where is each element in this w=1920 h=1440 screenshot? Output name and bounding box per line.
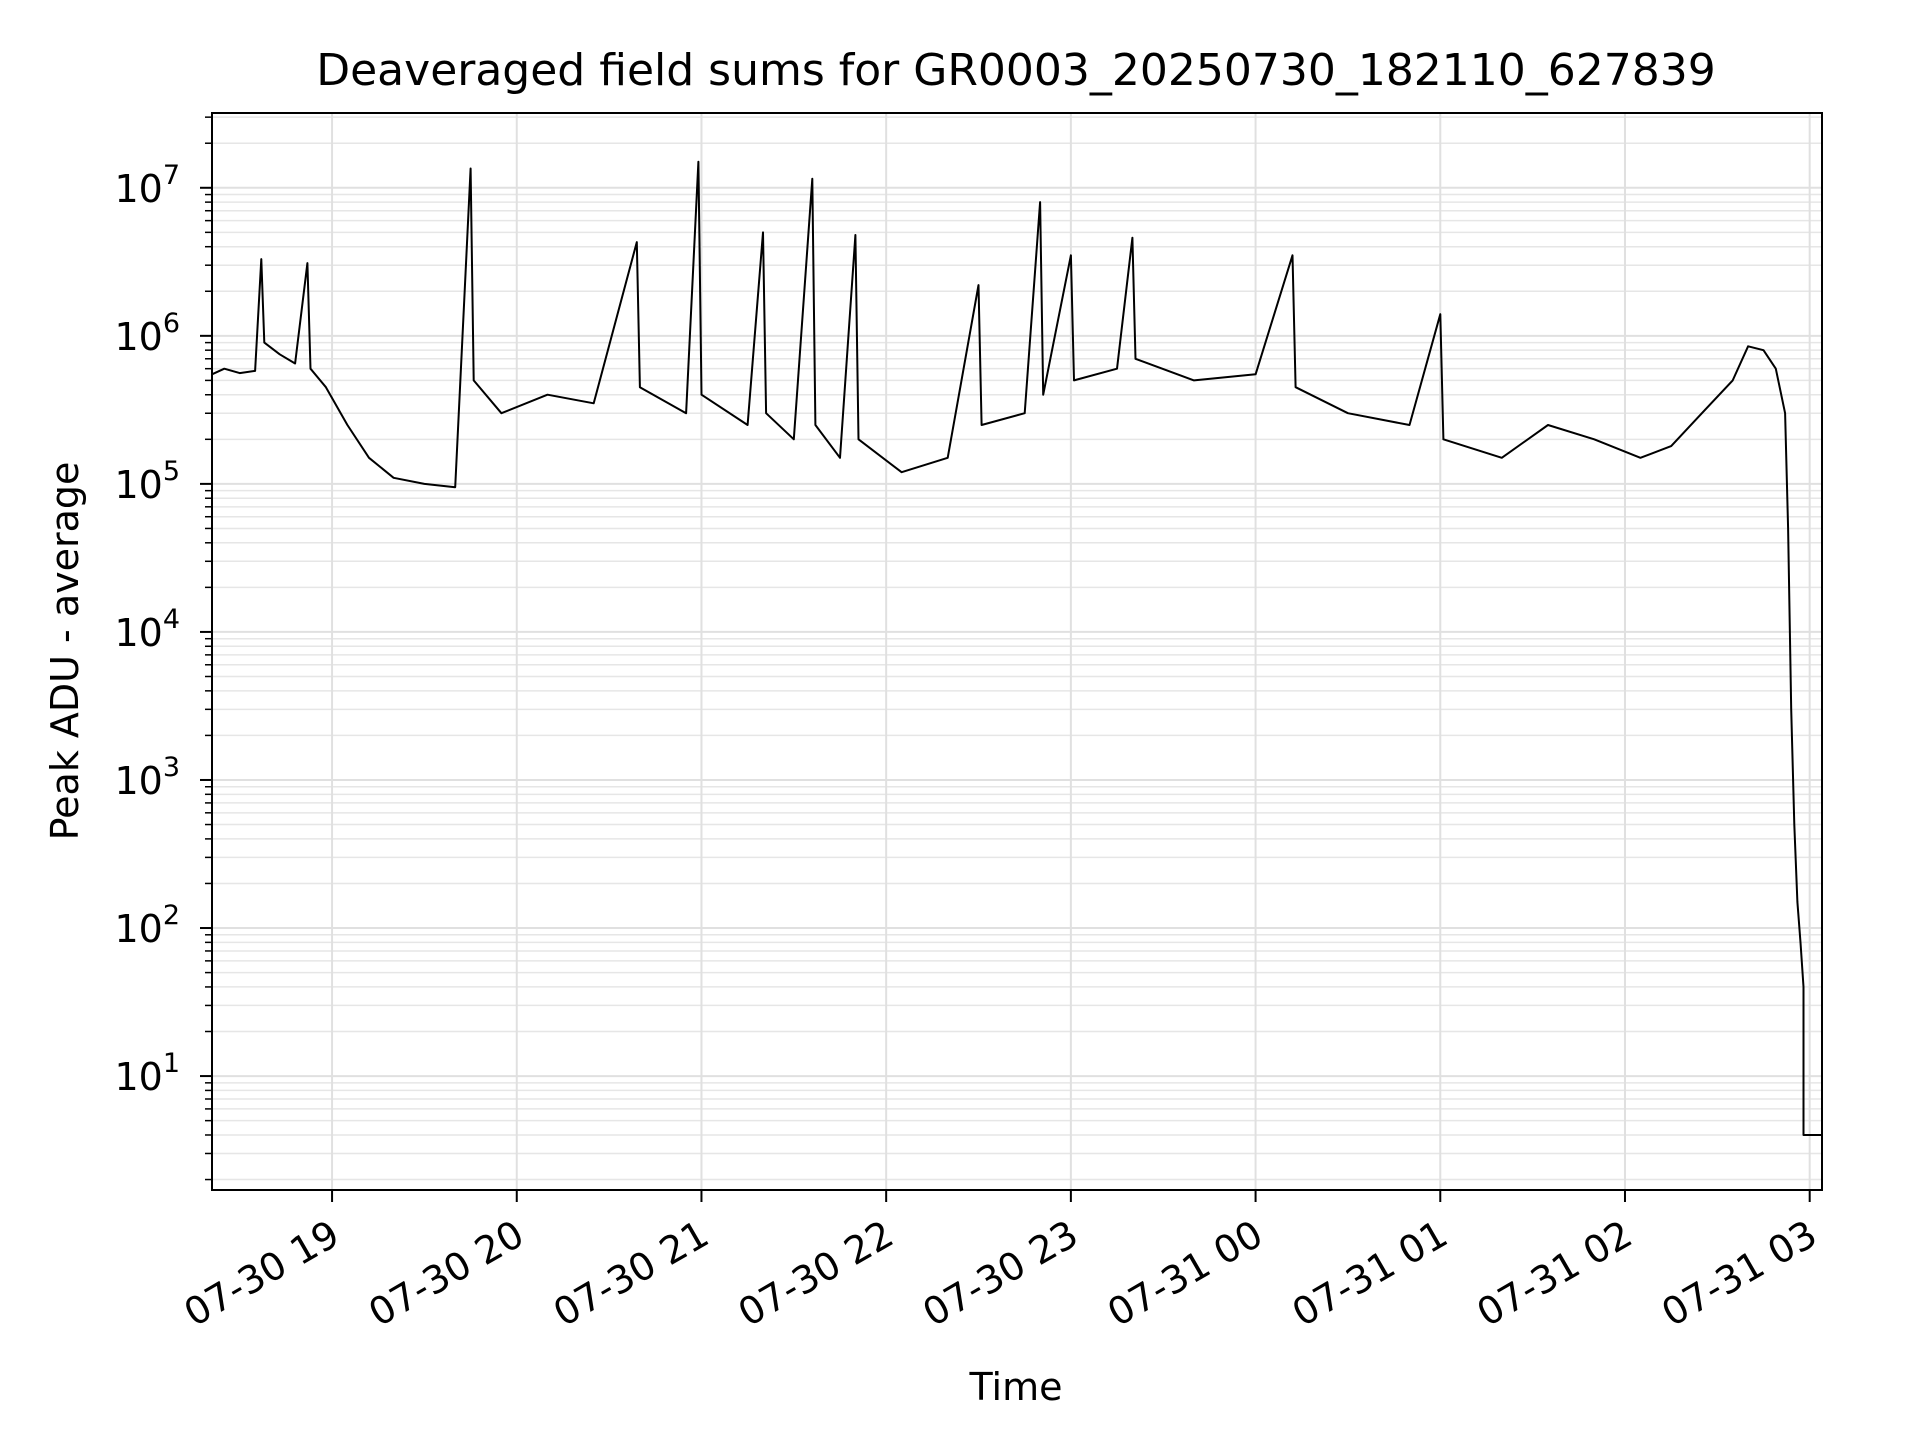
series-line [211,160,1822,1136]
chart-title: Deaveraged field sums for GR0003_2025073… [316,45,1716,96]
plot-frame [211,112,1823,1191]
y-axis-label: Peak ADU - average [43,462,87,841]
x-axis-label: Time [969,1365,1063,1409]
grid [212,113,1822,1190]
